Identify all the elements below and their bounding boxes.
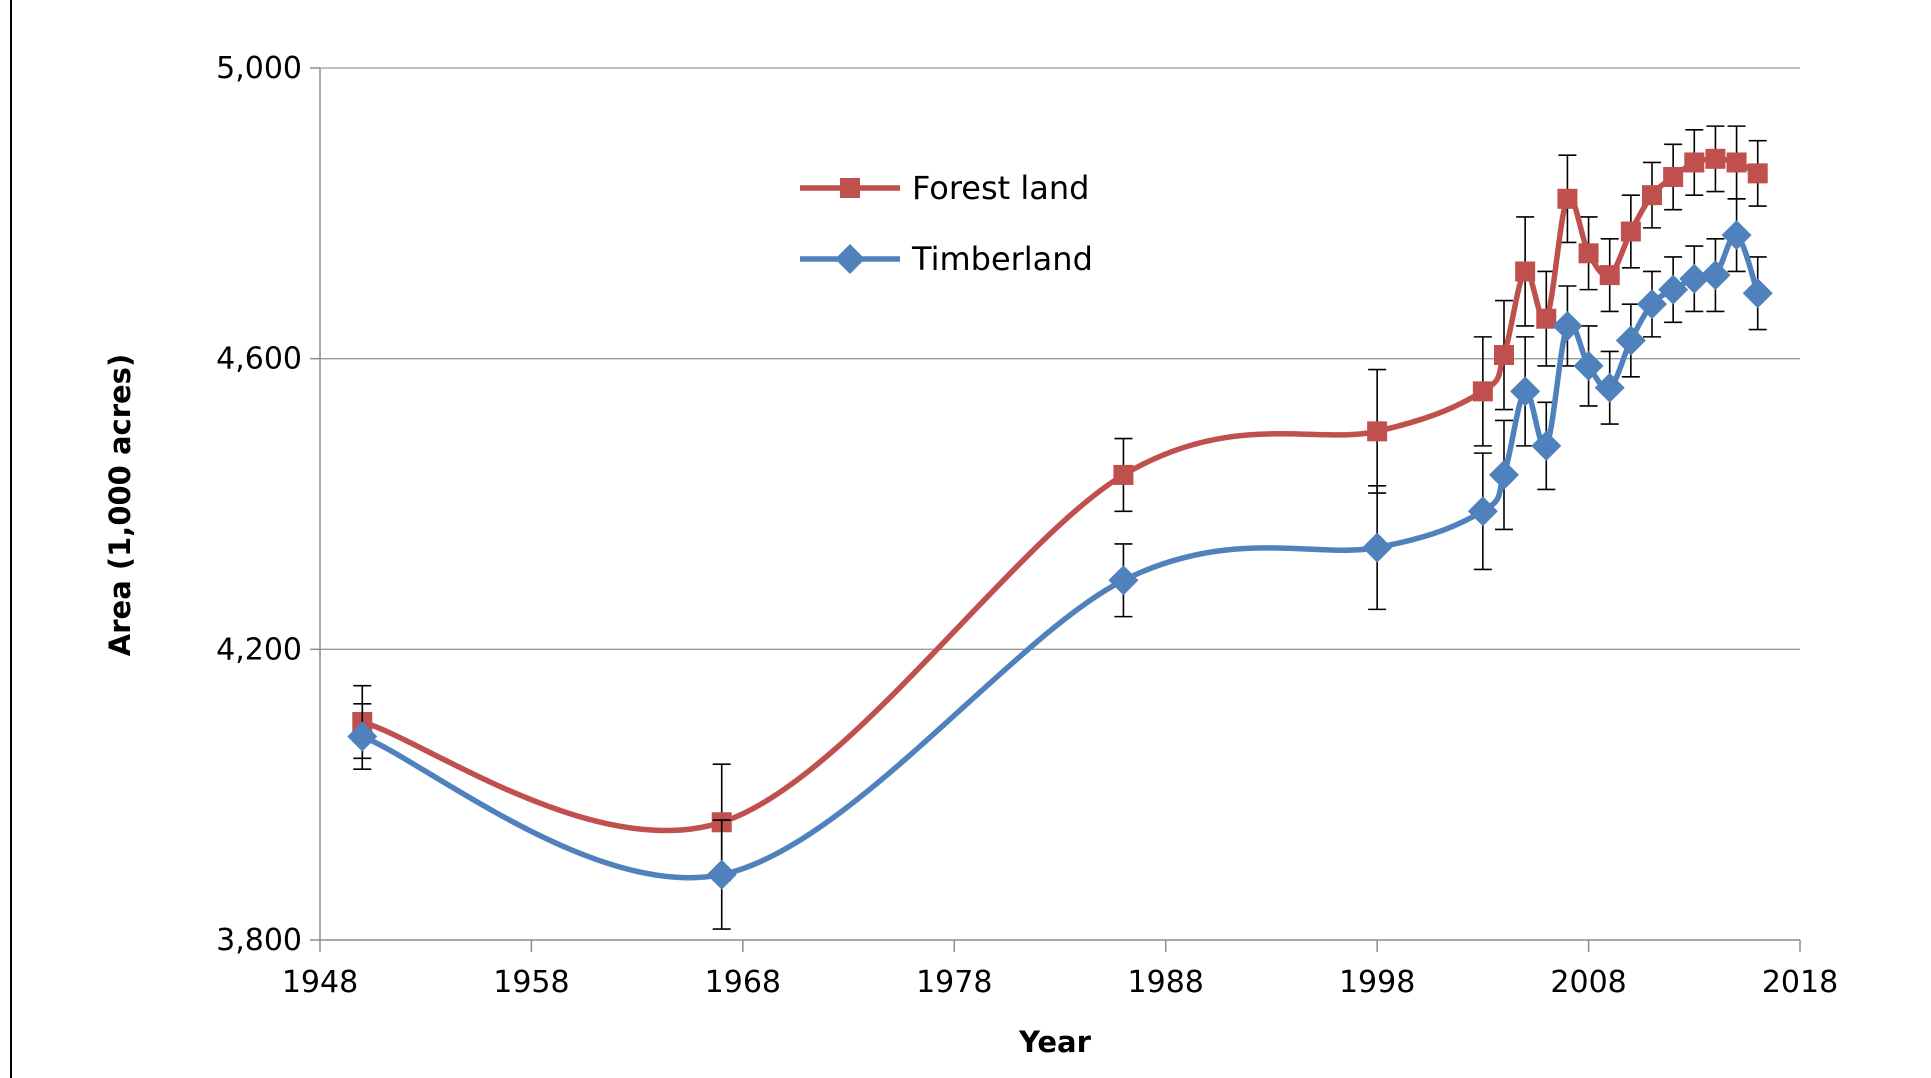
- data-point: [1679, 263, 1710, 294]
- data-point: [1552, 310, 1583, 341]
- data-point: [1684, 152, 1705, 173]
- x-axis-title: Year: [1018, 1025, 1092, 1059]
- data-point: [1367, 421, 1388, 442]
- data-point: [1494, 345, 1514, 366]
- series-timberland: [347, 198, 1773, 930]
- y-tick-label: 4,600: [216, 342, 302, 377]
- data-point: [1557, 188, 1578, 209]
- data-point: [1700, 260, 1731, 291]
- data-point: [1637, 289, 1667, 320]
- data-point: [1705, 148, 1726, 169]
- legend: Forest land Timberland: [800, 169, 1093, 278]
- x-tick-label: 1948: [282, 965, 358, 1000]
- data-point: [1594, 372, 1625, 403]
- data-point: [1599, 265, 1620, 286]
- x-tick-label: 1978: [916, 965, 992, 1000]
- data-point: [1578, 243, 1599, 264]
- data-point: [1113, 464, 1134, 485]
- data-point: [347, 721, 378, 752]
- data-point: [1108, 565, 1139, 596]
- data-point: [706, 859, 737, 890]
- y-tick-label: 5,000: [216, 51, 302, 86]
- x-tick-label: 1968: [705, 965, 781, 1000]
- data-point: [1747, 163, 1768, 184]
- data-point: [1531, 430, 1562, 461]
- data-point: [1536, 308, 1557, 329]
- data-point: [1467, 496, 1498, 527]
- legend-item: Timberland: [800, 240, 1093, 278]
- legend-marker: [840, 178, 860, 198]
- x-tick-label: 1958: [493, 965, 569, 1000]
- data-point: [1663, 167, 1684, 187]
- legend-marker: [835, 244, 865, 274]
- legend-label: Forest land: [912, 169, 1089, 207]
- data-point: [1642, 185, 1662, 206]
- data-point: [1742, 278, 1773, 309]
- legend-item: Forest land: [800, 169, 1089, 207]
- data-point: [1362, 532, 1393, 563]
- data-point: [1615, 325, 1646, 356]
- legend-label: Timberland: [911, 240, 1093, 278]
- data-point: [1515, 261, 1536, 282]
- y-tick-label: 3,800: [216, 923, 302, 958]
- series-group: [347, 125, 1773, 930]
- x-tick-label: 1998: [1339, 965, 1415, 1000]
- data-point: [1573, 350, 1604, 381]
- x-tick-label: 1988: [1128, 965, 1204, 1000]
- left-border-line: [10, 0, 12, 1078]
- data-point: [1472, 381, 1493, 402]
- y-tick-label: 4,200: [216, 632, 302, 667]
- data-point: [1489, 459, 1519, 490]
- data-point: [1721, 220, 1752, 251]
- series-line: [361, 232, 1761, 881]
- data-point: [1620, 221, 1641, 242]
- data-point: [1726, 152, 1747, 173]
- data-point: [1510, 376, 1541, 407]
- x-tick-label: 2008: [1550, 965, 1626, 1000]
- series-forest-land: [352, 125, 1768, 882]
- y-axis-title: Area (1,000 acres): [103, 354, 137, 656]
- axes: 3,800 4,200 4,600 5,000 1948 1958 1968 1978 1988…: [216, 51, 1838, 1000]
- grid-lines: [320, 67, 1800, 650]
- data-point: [1658, 274, 1689, 305]
- x-tick-label: 2018: [1762, 965, 1838, 1000]
